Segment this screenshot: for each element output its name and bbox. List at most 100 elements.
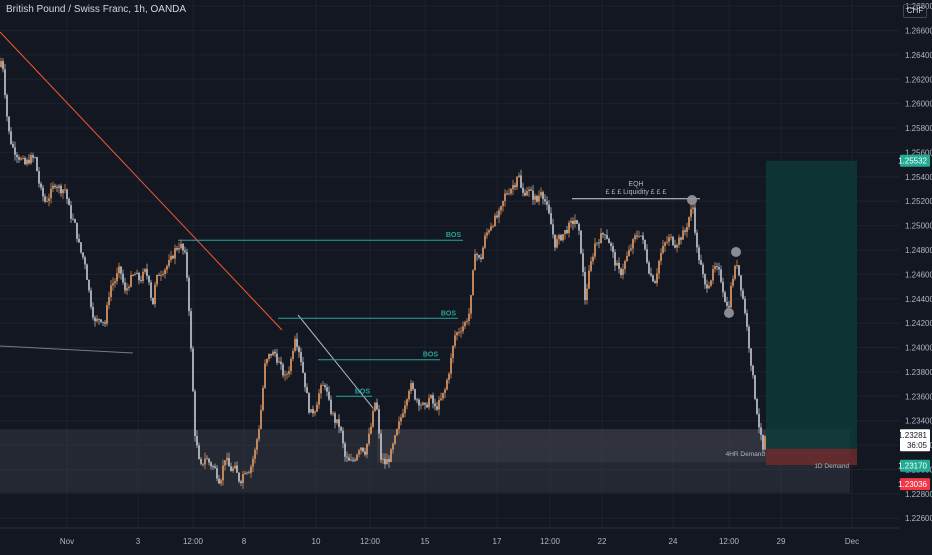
candle-body — [12, 144, 14, 148]
candle-body — [284, 374, 286, 376]
candle-body — [192, 348, 194, 392]
candle-body — [746, 313, 748, 327]
candle-body — [224, 460, 226, 466]
y-tick-label: 1.24400 — [905, 295, 932, 304]
x-tick-label: 8 — [242, 537, 247, 546]
entry-price-label-bg — [900, 459, 930, 472]
candle-body — [406, 399, 408, 406]
candle-body — [676, 244, 678, 248]
candle-body — [140, 280, 142, 282]
circle-marker — [687, 195, 697, 205]
candle-body — [448, 373, 450, 380]
candle-body — [276, 353, 278, 363]
candle-body — [492, 225, 494, 227]
candle-body — [216, 468, 218, 479]
candle-body — [104, 322, 106, 324]
candle-body — [584, 272, 586, 301]
candle-body — [714, 266, 716, 270]
candle-body — [652, 275, 654, 282]
candle-body — [476, 254, 478, 256]
candle-body — [700, 260, 702, 265]
candle-body — [720, 269, 722, 282]
candle-body — [90, 290, 92, 307]
candle-body — [654, 281, 656, 284]
candle-body — [60, 185, 62, 194]
candle-body — [682, 230, 684, 240]
candle-body — [540, 192, 542, 196]
candle-body — [88, 279, 90, 291]
candle-body — [662, 245, 664, 253]
candle-body — [658, 260, 660, 274]
candle-body — [212, 466, 214, 468]
candle-body — [148, 276, 150, 283]
candle-body — [494, 215, 496, 226]
candle-body — [624, 261, 626, 270]
candle-body — [416, 399, 418, 401]
candle-body — [552, 224, 554, 235]
candle-body — [154, 284, 156, 305]
candle-body — [118, 266, 120, 274]
candle-body — [66, 189, 68, 200]
candle-body — [456, 332, 458, 336]
candle-body — [152, 297, 154, 305]
candle-body — [160, 274, 162, 276]
candle-body — [592, 256, 594, 262]
candle-body — [732, 278, 734, 286]
x-tick-label: 10 — [312, 537, 321, 546]
currency-button[interactable]: CHF — [903, 4, 927, 18]
candle-body — [648, 262, 650, 274]
x-tick-label: 24 — [669, 537, 678, 546]
candle-body — [334, 413, 336, 423]
candle-body — [280, 361, 282, 365]
candle-body — [114, 281, 116, 284]
candle-body — [74, 219, 76, 223]
candle-body — [234, 465, 236, 469]
trendline-gray — [0, 345, 134, 354]
candle-body — [626, 255, 628, 262]
candle-body — [690, 209, 692, 218]
candle-body — [434, 403, 436, 407]
stop-loss-price-label-bg — [900, 478, 930, 491]
candle-body — [180, 243, 182, 249]
candle-body — [424, 402, 426, 405]
candle-body — [200, 459, 202, 464]
candle-body — [122, 273, 124, 283]
candle-body — [162, 274, 164, 275]
candle-body — [672, 236, 674, 246]
candle-body — [670, 236, 672, 238]
candle-body — [336, 419, 338, 423]
candle-body — [712, 269, 714, 281]
candle-body — [266, 358, 268, 364]
y-tick-label: 1.25200 — [905, 197, 932, 206]
candle-body — [172, 255, 174, 259]
candle-body — [98, 318, 100, 320]
candle-body — [46, 201, 48, 202]
candle-body — [620, 268, 622, 275]
candle-body — [100, 319, 102, 322]
candle-body — [130, 275, 132, 287]
candle-body — [182, 243, 184, 251]
candle-body — [536, 196, 538, 202]
candle-body — [650, 273, 652, 276]
y-tick-label: 1.26800 — [905, 2, 932, 11]
candle-body — [764, 436, 766, 450]
candle-body — [710, 280, 712, 286]
candle-body — [520, 175, 522, 188]
candle-body — [498, 210, 500, 218]
y-tick-label: 1.26400 — [905, 51, 932, 60]
candle-body — [508, 193, 510, 195]
take-profit-price-label: 1.25532 — [898, 157, 927, 166]
candle-body — [638, 236, 640, 237]
candle-body — [564, 230, 566, 235]
candle-body — [326, 387, 328, 392]
candle-body — [26, 159, 28, 165]
circle-marker — [731, 247, 741, 257]
candle-body — [194, 391, 196, 436]
demand-4h-label: 4HR Demand — [726, 451, 766, 458]
candle-body — [62, 189, 64, 194]
candle-body — [684, 230, 686, 232]
candle-body — [698, 247, 700, 261]
candle-body — [328, 391, 330, 400]
